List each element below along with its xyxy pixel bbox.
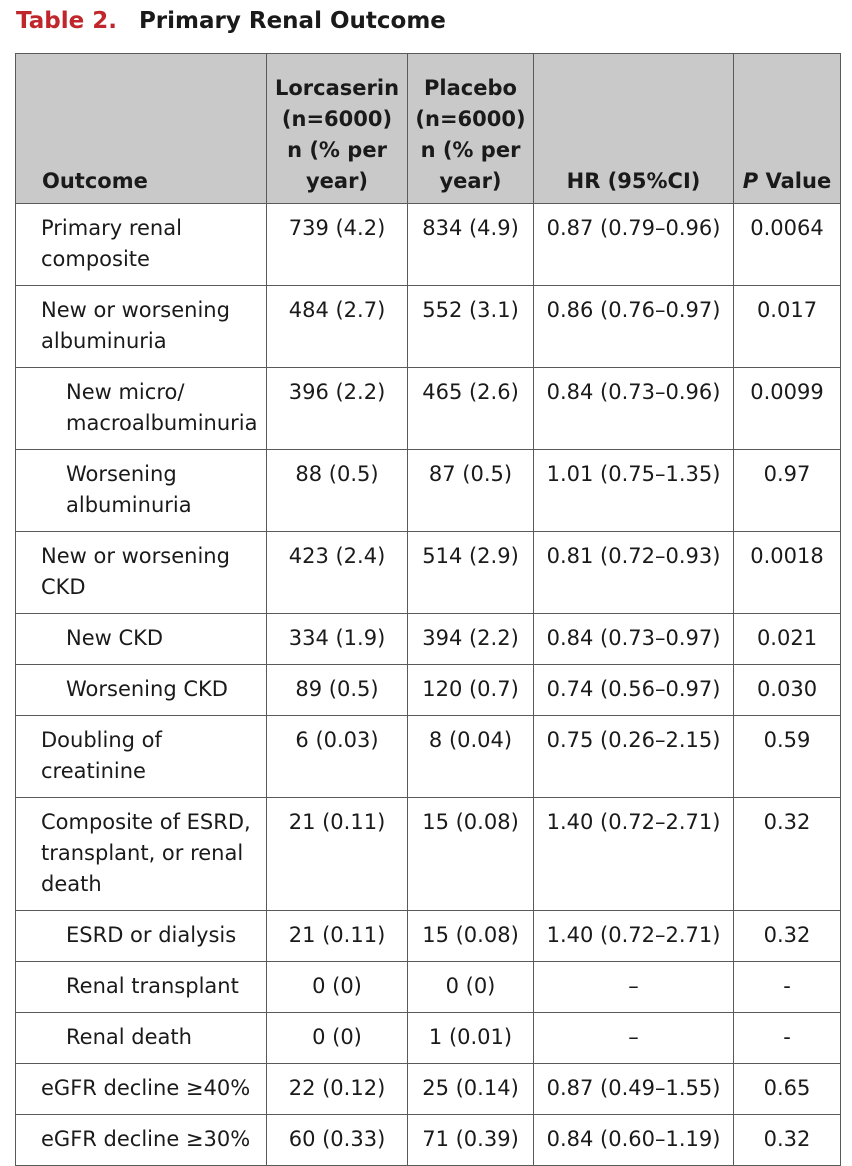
table-label: Table 2. (16, 8, 117, 34)
renal-outcome-table: Outcome Lorcaserin (n=6000) n (% per yea… (15, 53, 841, 1166)
column-header-placebo: Placebo (n=6000) n (% per year) (407, 53, 534, 204)
header-row: Outcome Lorcaserin (n=6000) n (% per yea… (15, 53, 841, 204)
cell-lorcaserin: 423 (2.4) (266, 531, 408, 614)
cell-hr: – (533, 961, 734, 1013)
column-header-p-value: P Value (733, 53, 841, 204)
cell-lorcaserin: 396 (2.2) (266, 367, 408, 450)
cell-outcome: New or worsening CKD (15, 531, 267, 614)
cell-lorcaserin: 334 (1.9) (266, 613, 408, 665)
cell-p-value: 0.32 (733, 797, 841, 911)
cell-hr: 1.40 (0.72–2.71) (533, 910, 734, 962)
cell-p-value: 0.0064 (733, 203, 841, 286)
cell-hr: 1.40 (0.72–2.71) (533, 797, 734, 911)
cell-hr: – (533, 1012, 734, 1064)
cell-p-value: 0.59 (733, 715, 841, 798)
cell-outcome: Primary renal composite (15, 203, 267, 286)
cell-placebo: 394 (2.2) (407, 613, 534, 665)
cell-p-value: - (733, 961, 841, 1013)
cell-hr: 0.84 (0.73–0.97) (533, 613, 734, 665)
cell-lorcaserin: 88 (0.5) (266, 449, 408, 532)
table-row: Composite of ESRD, transplant, or renal … (15, 797, 841, 911)
cell-outcome: ESRD or dialysis (15, 910, 267, 962)
cell-p-value: 0.97 (733, 449, 841, 532)
cell-lorcaserin: 21 (0.11) (266, 797, 408, 911)
cell-lorcaserin: 739 (4.2) (266, 203, 408, 286)
table-title: Primary Renal Outcome (138, 8, 446, 34)
cell-hr: 0.84 (0.60–1.19) (533, 1114, 734, 1166)
cell-outcome: Worsening CKD (15, 664, 267, 716)
table-row: Doubling of creatinine 6 (0.03) 8 (0.04) 0.… (15, 715, 841, 798)
cell-hr: 1.01 (0.75–1.35) (533, 449, 734, 532)
table-row: Worsening CKD 89 (0.5) 120 (0.7) 0.74 (0.56… (15, 664, 841, 716)
cell-placebo: 120 (0.7) (407, 664, 534, 716)
cell-outcome: eGFR decline ≥30% (15, 1114, 267, 1166)
cell-placebo: 1 (0.01) (407, 1012, 534, 1064)
cell-outcome: Renal death (15, 1012, 267, 1064)
table-row: Renal transplant 0 (0) 0 (0) – - (15, 961, 841, 1013)
table-row: Renal death 0 (0) 1 (0.01) – - (15, 1012, 841, 1064)
cell-p-value: 0.017 (733, 285, 841, 368)
cell-p-value: 0.021 (733, 613, 841, 665)
cell-placebo: 0 (0) (407, 961, 534, 1013)
cell-hr: 0.87 (0.49–1.55) (533, 1063, 734, 1115)
cell-hr: 0.74 (0.56–0.97) (533, 664, 734, 716)
cell-placebo: 514 (2.9) (407, 531, 534, 614)
cell-hr: 0.81 (0.72–0.93) (533, 531, 734, 614)
table-row: New micro/ macroalbuminuria 396 (2.2) 465 … (15, 367, 841, 450)
cell-outcome: Worsening albuminuria (15, 449, 267, 532)
cell-placebo: 8 (0.04) (407, 715, 534, 798)
column-header-hr: HR (95%CI) (533, 53, 734, 204)
cell-lorcaserin: 0 (0) (266, 1012, 408, 1064)
cell-placebo: 465 (2.6) (407, 367, 534, 450)
cell-p-value: - (733, 1012, 841, 1064)
cell-lorcaserin: 0 (0) (266, 961, 408, 1013)
table-row: New CKD 334 (1.9) 394 (2.2) 0.84 (0.73–0.97… (15, 613, 841, 665)
table-row: New or worsening CKD 423 (2.4) 514 (2.9) 0.… (15, 531, 841, 614)
table-row: eGFR decline ≥30% 60 (0.33) 71 (0.39) 0.84 … (15, 1114, 841, 1166)
cell-outcome: New or worsening albuminuria (15, 285, 267, 368)
cell-p-value: 0.65 (733, 1063, 841, 1115)
table-caption: Table 2. Primary Renal Outcome (16, 8, 446, 34)
cell-outcome: Composite of ESRD, transplant, or renal … (15, 797, 267, 911)
cell-placebo: 71 (0.39) (407, 1114, 534, 1166)
cell-outcome: New CKD (15, 613, 267, 665)
cell-hr: 0.87 (0.79–0.96) (533, 203, 734, 286)
cell-outcome: Doubling of creatinine (15, 715, 267, 798)
cell-p-value: 0.0018 (733, 531, 841, 614)
column-header-lorcaserin: Lorcaserin (n=6000) n (% per year) (266, 53, 408, 204)
cell-hr: 0.86 (0.76–0.97) (533, 285, 734, 368)
cell-lorcaserin: 6 (0.03) (266, 715, 408, 798)
cell-outcome: eGFR decline ≥40% (15, 1063, 267, 1115)
table-row: eGFR decline ≥40% 22 (0.12) 25 (0.14) 0.87 … (15, 1063, 841, 1115)
cell-lorcaserin: 22 (0.12) (266, 1063, 408, 1115)
table-row: New or worsening albuminuria 484 (2.7) 552… (15, 285, 841, 368)
cell-placebo: 552 (3.1) (407, 285, 534, 368)
cell-outcome: New micro/ macroalbuminuria (15, 367, 267, 450)
table-row: Primary renal composite 739 (4.2) 834 (4.9… (15, 203, 841, 286)
cell-p-value: 0.030 (733, 664, 841, 716)
p-rest: Value (758, 169, 832, 193)
column-header-outcome: Outcome (15, 53, 267, 204)
p-italic: P (742, 169, 759, 193)
cell-placebo: 87 (0.5) (407, 449, 534, 532)
table-row: Worsening albuminuria 88 (0.5) 87 (0.5) 1.0… (15, 449, 841, 532)
cell-lorcaserin: 89 (0.5) (266, 664, 408, 716)
cell-placebo: 834 (4.9) (407, 203, 534, 286)
cell-hr: 0.75 (0.26–2.15) (533, 715, 734, 798)
cell-p-value: 0.32 (733, 910, 841, 962)
cell-lorcaserin: 60 (0.33) (266, 1114, 408, 1166)
cell-placebo: 25 (0.14) (407, 1063, 534, 1115)
cell-lorcaserin: 484 (2.7) (266, 285, 408, 368)
cell-placebo: 15 (0.08) (407, 910, 534, 962)
cell-p-value: 0.32 (733, 1114, 841, 1166)
cell-p-value: 0.0099 (733, 367, 841, 450)
table-row: ESRD or dialysis 21 (0.11) 15 (0.08) 1.40 (… (15, 910, 841, 962)
cell-lorcaserin: 21 (0.11) (266, 910, 408, 962)
cell-outcome: Renal transplant (15, 961, 267, 1013)
cell-placebo: 15 (0.08) (407, 797, 534, 911)
cell-hr: 0.84 (0.73–0.96) (533, 367, 734, 450)
